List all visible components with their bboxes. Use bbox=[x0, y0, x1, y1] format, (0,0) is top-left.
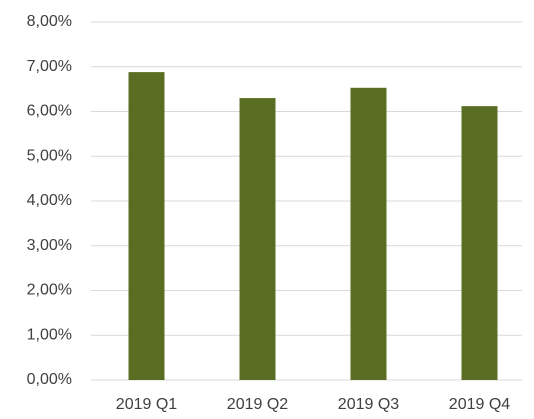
x-tick-label: 2019 Q2 bbox=[227, 396, 288, 413]
y-tick-label: 4,00% bbox=[27, 192, 72, 209]
x-tick-label: 2019 Q4 bbox=[449, 396, 510, 413]
y-tick-label: 8,00% bbox=[27, 13, 72, 30]
y-tick-label: 6,00% bbox=[27, 103, 72, 120]
bar bbox=[239, 98, 276, 380]
y-tick-label: 5,00% bbox=[27, 147, 72, 164]
y-tick-label: 0,00% bbox=[27, 371, 72, 388]
bar bbox=[350, 87, 387, 380]
y-tick-label: 1,00% bbox=[27, 326, 72, 343]
bar bbox=[461, 106, 498, 380]
y-tick-label: 3,00% bbox=[27, 237, 72, 254]
y-tick-label: 2,00% bbox=[27, 282, 72, 299]
x-tick-label: 2019 Q1 bbox=[116, 396, 177, 413]
x-tick-label: 2019 Q3 bbox=[338, 396, 399, 413]
y-tick-label: 7,00% bbox=[27, 58, 72, 75]
bar bbox=[128, 72, 165, 381]
